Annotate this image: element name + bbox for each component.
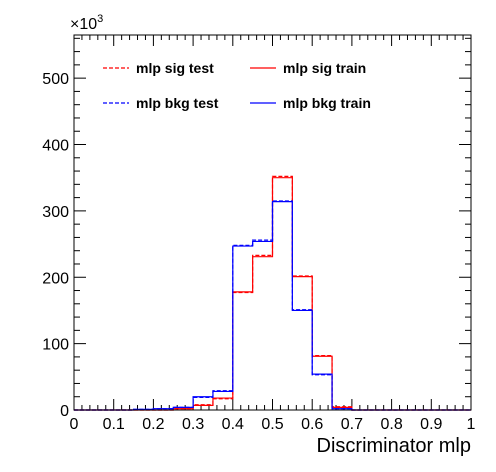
legend-label: mlp sig train (283, 60, 366, 76)
x-tick-label: 0.2 (142, 416, 164, 433)
legend-label: mlp bkg train (283, 95, 371, 111)
y-tick-label: 100 (42, 337, 69, 354)
y-tick-label: 200 (42, 270, 69, 287)
y-tick-label: 300 (42, 204, 69, 221)
legend: mlp sig test mlp sig train mlp bkg test mlp… (103, 60, 371, 111)
y-tick-label: 400 (42, 138, 69, 155)
y-axis-multiplier: ×103 (70, 13, 103, 33)
plot-frame (73, 34, 472, 411)
x-tick-label: 0.3 (182, 416, 204, 433)
x-tick-label: 0.9 (420, 416, 442, 433)
x-axis-title: Discriminator mlp (317, 435, 471, 457)
x-tick-label: 0.6 (301, 416, 323, 433)
tick-labels: 0 0.1 0.2 0.3 0.4 0.5 0.6 0.7 0.8 0.9 1 0 100 200 300 4… (42, 71, 475, 433)
legend-label: mlp sig test (136, 60, 214, 76)
y-tick-label: 0 (60, 403, 69, 420)
y-tick-label: 500 (42, 71, 69, 88)
y-multiplier-base: ×10 (70, 16, 97, 33)
x-tick-label: 0.7 (341, 416, 363, 433)
series-mlp-bkg-train (74, 200, 471, 411)
x-tick-label: 0 (70, 416, 79, 433)
y-multiplier-exponent: 3 (97, 13, 103, 25)
x-tick-label: 0.4 (222, 416, 244, 433)
x-tick-label: 1 (467, 416, 476, 433)
series-lines (74, 175, 471, 411)
x-tick-label: 0.1 (103, 416, 125, 433)
x-tick-label: 0.8 (380, 416, 402, 433)
legend-label: mlp bkg test (136, 95, 219, 111)
x-tick-label: 0.5 (261, 416, 283, 433)
